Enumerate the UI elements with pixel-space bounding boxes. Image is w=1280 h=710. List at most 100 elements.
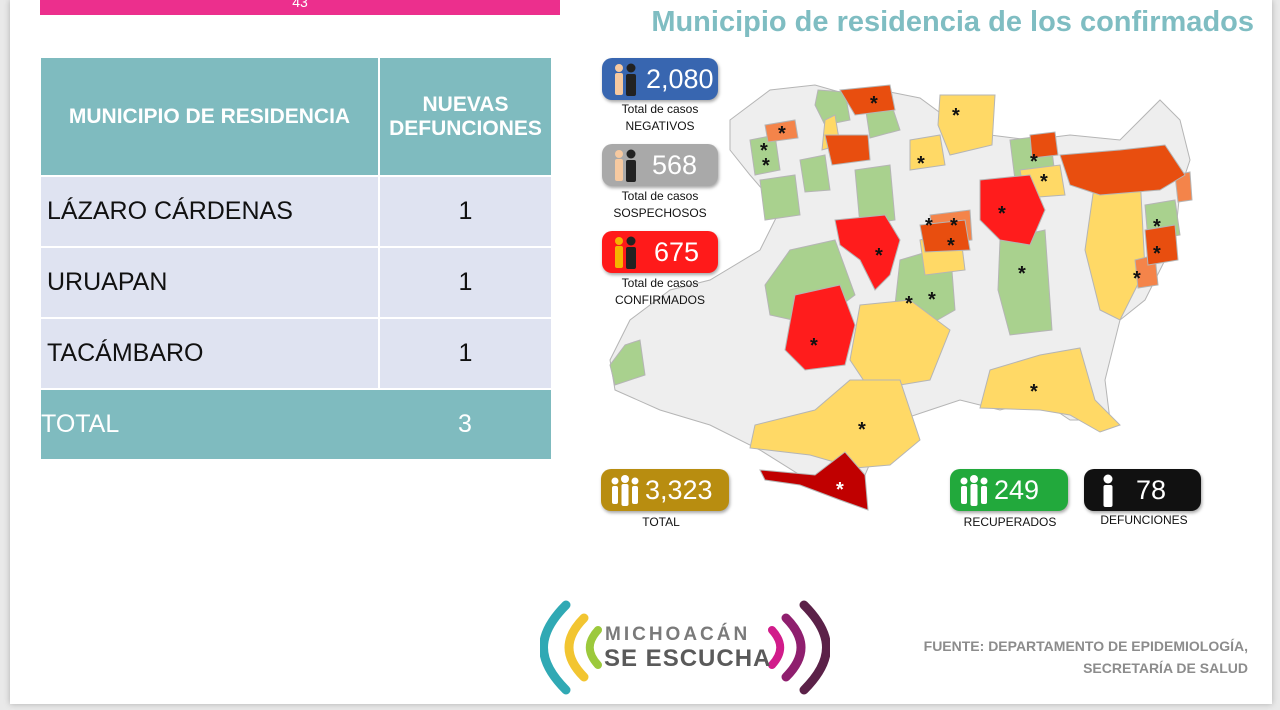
region-medium	[849, 299, 951, 391]
region-severe	[1144, 224, 1179, 266]
map-asterisk: *	[905, 293, 913, 315]
region-low	[854, 164, 896, 226]
confirmados-value: 675	[654, 236, 700, 267]
map-asterisk: *	[917, 153, 925, 175]
region-medium	[979, 347, 1121, 433]
recuperados-badge: 249	[950, 469, 1068, 511]
person-icon	[1103, 474, 1113, 507]
total-value: 3	[379, 388, 551, 459]
map-asterisk: *	[947, 235, 955, 257]
row-municipio: TACÁMBARO	[41, 317, 380, 389]
map-asterisk: *	[810, 335, 818, 357]
source-line2: SECRETARÍA DE SALUD	[1083, 660, 1248, 676]
total-label: TOTAL	[41, 388, 379, 459]
map-asterisk: *	[925, 215, 933, 237]
caption-line1: Total de casos	[621, 102, 699, 116]
table-row: TACÁMBARO 1	[41, 317, 551, 389]
michoacan-map: * * * * * * * * * * * * * * * * * * * * …	[609, 84, 1193, 511]
people-icon	[615, 149, 636, 182]
region-severe	[824, 134, 871, 166]
map-asterisk: *	[998, 203, 1006, 225]
region-very-high	[979, 174, 1046, 246]
caption-line2: SOSPECHOSOS	[613, 206, 707, 220]
region-severe	[1029, 131, 1059, 159]
defunciones-badge: 78	[1084, 469, 1201, 511]
table-header-row: MUNICIPIO DE RESIDENCIA NUEVAS DEFUNCION…	[41, 58, 551, 176]
total-caption: TOTAL	[642, 515, 680, 529]
negativos-value: 2,080	[646, 63, 714, 94]
top-banner: 43	[40, 0, 560, 15]
confirmados-badge: 675	[602, 231, 718, 273]
recuperados-caption: RECUPERADOS	[963, 515, 1057, 529]
table-row: LÁZARO CÁRDENAS 1	[41, 175, 551, 247]
region-low	[997, 229, 1053, 336]
confirmados-caption: Total de casos CONFIRMADOS	[602, 275, 718, 309]
region-high	[1174, 171, 1193, 203]
map-asterisk: *	[858, 419, 866, 441]
logo-arc-green	[585, 626, 602, 669]
map-asterisk: *	[1018, 263, 1026, 285]
group-icon	[611, 475, 639, 506]
table-total-row: TOTAL 3	[41, 388, 551, 459]
logo-arc-yellow	[564, 613, 589, 682]
sospechosos-badge: 568	[602, 144, 718, 186]
map-asterisk: *	[1153, 216, 1161, 238]
region-very-high	[834, 214, 901, 291]
map-asterisk: *	[1030, 151, 1038, 173]
new-deaths-table: MUNICIPIO DE RESIDENCIA NUEVAS DEFUNCION…	[41, 58, 551, 459]
region-high	[764, 119, 799, 143]
map-asterisk: *	[760, 140, 768, 162]
map-asterisk: *	[928, 289, 936, 311]
negativos-caption: Total de casos NEGATIVOS	[602, 101, 718, 135]
caption-line2: NEGATIVOS	[625, 119, 695, 133]
caption-line1: Total de casos	[621, 189, 699, 203]
region-severe	[919, 219, 971, 253]
row-municipio: URUAPAN	[41, 246, 380, 318]
logo-arc-magenta	[768, 626, 785, 669]
caption-line1: Total de casos	[621, 276, 699, 290]
people-icon	[615, 63, 636, 96]
map-asterisk: *	[1030, 381, 1038, 403]
defunciones-caption: DEFUNCIONES	[1100, 513, 1188, 527]
header-defunciones: NUEVAS DEFUNCIONES	[379, 58, 551, 176]
row-defunciones: 1	[379, 317, 551, 389]
sospechosos-value: 568	[652, 149, 698, 180]
map-asterisk: *	[952, 105, 960, 127]
group-icon	[960, 475, 988, 506]
map-asterisk: *	[875, 245, 883, 267]
map-asterisk: *	[836, 479, 844, 501]
region-medium	[937, 94, 996, 156]
people-icon	[615, 236, 636, 269]
map-asterisk: *	[778, 123, 786, 145]
negativos-badge: 2,080	[602, 58, 718, 100]
region-low	[609, 339, 646, 386]
total-value: 3,323	[645, 474, 713, 505]
map-asterisk: *	[1153, 243, 1161, 265]
region-low	[759, 174, 801, 221]
row-defunciones: 1	[379, 246, 551, 318]
michoacan-se-escucha-logo	[540, 600, 830, 695]
region-severe	[839, 84, 896, 116]
source-note: FUENTE: DEPARTAMENTO DE EPIDEMIOLOGÍA, S…	[924, 635, 1248, 679]
region-very-high	[784, 284, 856, 371]
map-asterisk: *	[1040, 171, 1048, 193]
defunciones-value: 78	[1136, 474, 1167, 505]
map-asterisk: *	[950, 215, 958, 237]
logo-text-line1: MICHOACÁN	[605, 624, 751, 645]
row-municipio: LÁZARO CÁRDENAS	[41, 175, 380, 247]
map-asterisk: *	[870, 93, 878, 115]
logo-text-line2: SE ESCUCHA	[604, 645, 772, 672]
region-low	[799, 154, 831, 193]
map-asterisk: *	[1133, 268, 1141, 290]
header-municipio: MUNICIPIO DE RESIDENCIA	[41, 58, 380, 176]
map-asterisk: *	[762, 155, 770, 177]
map-title: Municipio de residencia de los confirmad…	[651, 6, 1254, 38]
recuperados-value: 249	[994, 474, 1040, 505]
table-row: URUAPAN 1	[41, 246, 551, 318]
banner-number: 43	[292, 0, 308, 10]
source-line1: FUENTE: DEPARTAMENTO DE EPIDEMIOLOGÍA,	[923, 638, 1248, 654]
caption-line2: CONFIRMADOS	[615, 293, 705, 307]
logo-arc-purple	[781, 613, 806, 682]
region-medium	[909, 134, 946, 171]
region-severe	[1059, 144, 1186, 196]
